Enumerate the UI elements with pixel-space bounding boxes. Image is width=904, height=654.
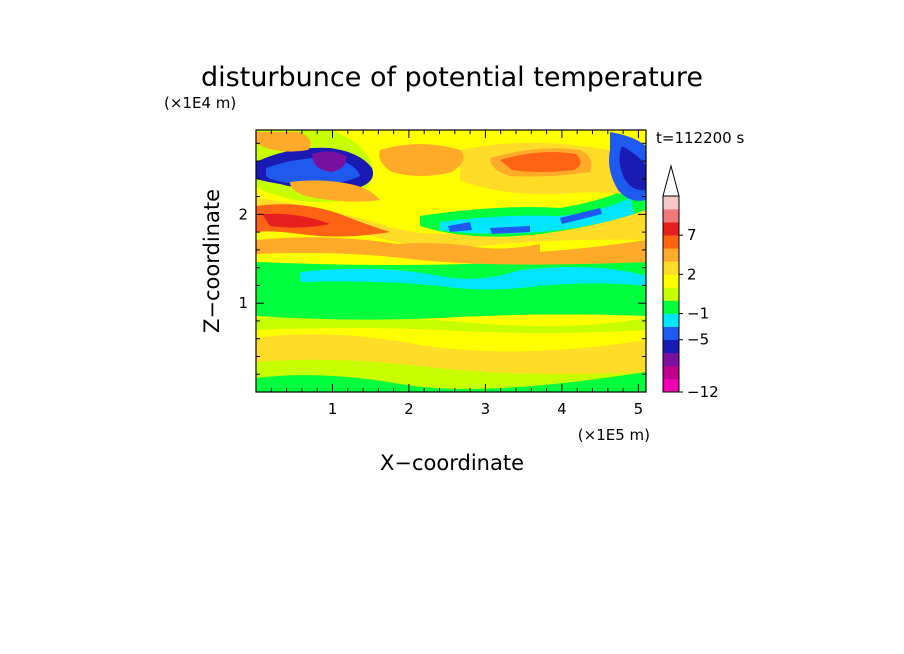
colorbar-extend-arrow: [662, 164, 680, 197]
y-tick-label: 1: [238, 294, 248, 312]
x-tick-label: 1: [328, 400, 338, 418]
contour-plot: [255, 129, 647, 393]
x-tick-label: 4: [557, 400, 567, 418]
colorbar-segment: [663, 209, 679, 223]
colorbar-segment: [663, 274, 679, 288]
colorbar-segment: [663, 313, 679, 327]
colorbar-label: 2: [687, 265, 697, 283]
y-tick-labels: 12: [238, 205, 248, 312]
colorbar-segment: [663, 196, 679, 210]
colorbar-segment: [663, 300, 679, 314]
y-axis-label: Z−coordinate: [200, 189, 224, 333]
colorbar-label: −5: [687, 331, 709, 349]
colorbar-label: −1: [687, 305, 709, 323]
colorbar-segment: [663, 248, 679, 262]
x-unit-label: (×1E5 m): [578, 426, 650, 444]
colorbar-segment: [663, 352, 679, 367]
chart-title: disturbunce of potential temperature: [201, 62, 703, 93]
y-tick-label: 2: [238, 205, 248, 223]
axis-ticks: [256, 130, 646, 392]
y-unit-label: (×1E4 m): [164, 94, 236, 112]
colorbar-labels: −12−5−127: [679, 226, 719, 401]
x-axis-label: X−coordinate: [380, 451, 524, 475]
colorbar-segment: [663, 235, 679, 249]
x-tick-labels: 1 2 3 4 5: [328, 400, 643, 418]
x-tick-label: 2: [404, 400, 414, 418]
colorbar-segment: [663, 222, 679, 236]
x-tick-label: 3: [481, 400, 491, 418]
x-tick-label: 5: [634, 400, 644, 418]
colorbar-segment: [663, 339, 679, 354]
colorbar-segment: [663, 261, 679, 275]
colorbar-segment: [663, 378, 679, 393]
colorbar-label: 7: [687, 226, 697, 244]
plot-frame: [255, 129, 647, 393]
colorbar-segment: [663, 287, 679, 301]
time-label: t=112200 s: [656, 129, 744, 147]
contour-field: [256, 130, 646, 392]
colorbar-segment: [663, 365, 679, 380]
colorbar-label: −12: [687, 383, 719, 401]
colorbar-segment: [663, 326, 679, 341]
colorbar: [662, 164, 680, 393]
